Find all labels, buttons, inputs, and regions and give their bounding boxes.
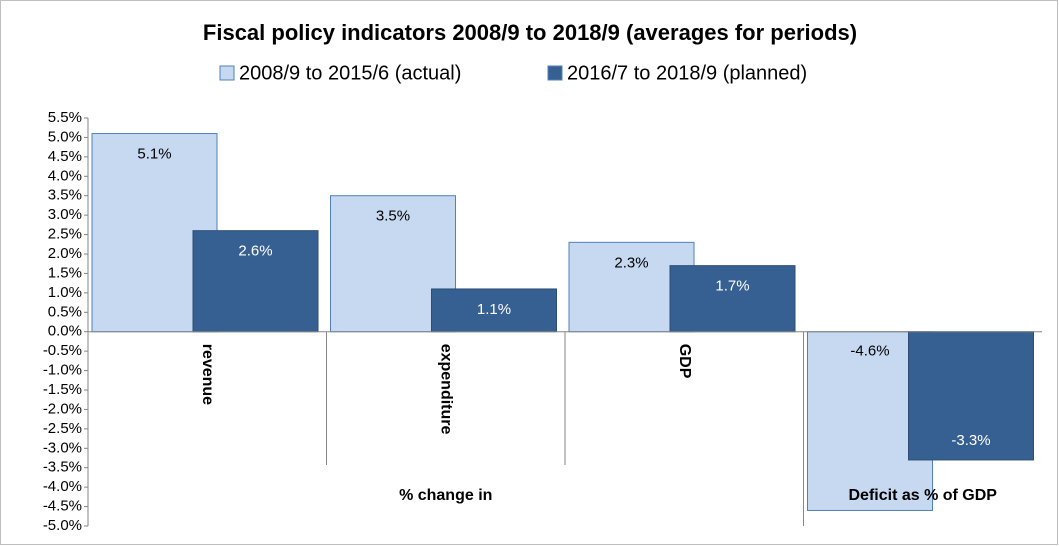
- legend-label: 2008/9 to 2015/6 (actual): [239, 62, 461, 84]
- x-tick-label: expenditure: [438, 344, 455, 435]
- bar: [669, 265, 796, 333]
- y-tick-label: 5.5%: [48, 109, 82, 126]
- y-tick-label: -4.5%: [43, 498, 82, 515]
- y-tick-label: 2.0%: [48, 245, 82, 262]
- y-tick-label: 4.0%: [48, 167, 82, 184]
- y-tick-label: 0.5%: [48, 303, 82, 320]
- y-tick-label: 3.0%: [48, 206, 82, 223]
- legend-label: 2016/7 to 2018/9 (planned): [567, 62, 807, 84]
- y-tick-label: -3.0%: [43, 439, 82, 456]
- value-label: 5.1%: [137, 146, 171, 163]
- y-tick-label: -2.0%: [43, 400, 82, 417]
- group-label: Deficit as % of GDP: [849, 487, 998, 504]
- x-tick-label: GDP: [676, 344, 693, 379]
- chart-title: Fiscal policy indicators 2008/9 to 2018/…: [203, 20, 857, 45]
- y-tick-label: 2.5%: [48, 226, 82, 243]
- y-tick-label: -2.5%: [43, 420, 82, 437]
- value-label: -3.3%: [951, 432, 990, 449]
- y-tick-label: 5.0%: [48, 128, 82, 145]
- y-tick-label: -3.5%: [43, 459, 82, 476]
- legend-swatch: [547, 65, 563, 81]
- bar: [431, 288, 557, 333]
- x-tick-label: revenue: [199, 344, 216, 405]
- y-tick-label: -4.0%: [43, 478, 82, 495]
- group-label: % change in: [399, 487, 492, 504]
- y-tick-label: 0.0%: [48, 323, 82, 340]
- value-label: 3.5%: [376, 208, 410, 225]
- value-label: -4.6%: [850, 343, 889, 360]
- y-tick-label: 3.5%: [48, 187, 82, 204]
- value-label: 2.6%: [238, 243, 272, 260]
- y-tick-label: -5.0%: [43, 517, 82, 534]
- legend-swatch: [219, 65, 235, 81]
- y-tick-label: -1.0%: [43, 362, 82, 379]
- bar: [192, 230, 319, 333]
- y-tick-label: 1.5%: [48, 264, 82, 281]
- y-tick-label: 4.5%: [48, 148, 82, 165]
- value-label: 1.1%: [477, 301, 511, 318]
- y-tick-label: 1.0%: [48, 284, 82, 301]
- y-tick-label: -1.5%: [43, 381, 82, 398]
- y-tick-label: -0.5%: [43, 342, 82, 359]
- value-label: 1.7%: [715, 278, 749, 295]
- value-label: 2.3%: [614, 254, 648, 271]
